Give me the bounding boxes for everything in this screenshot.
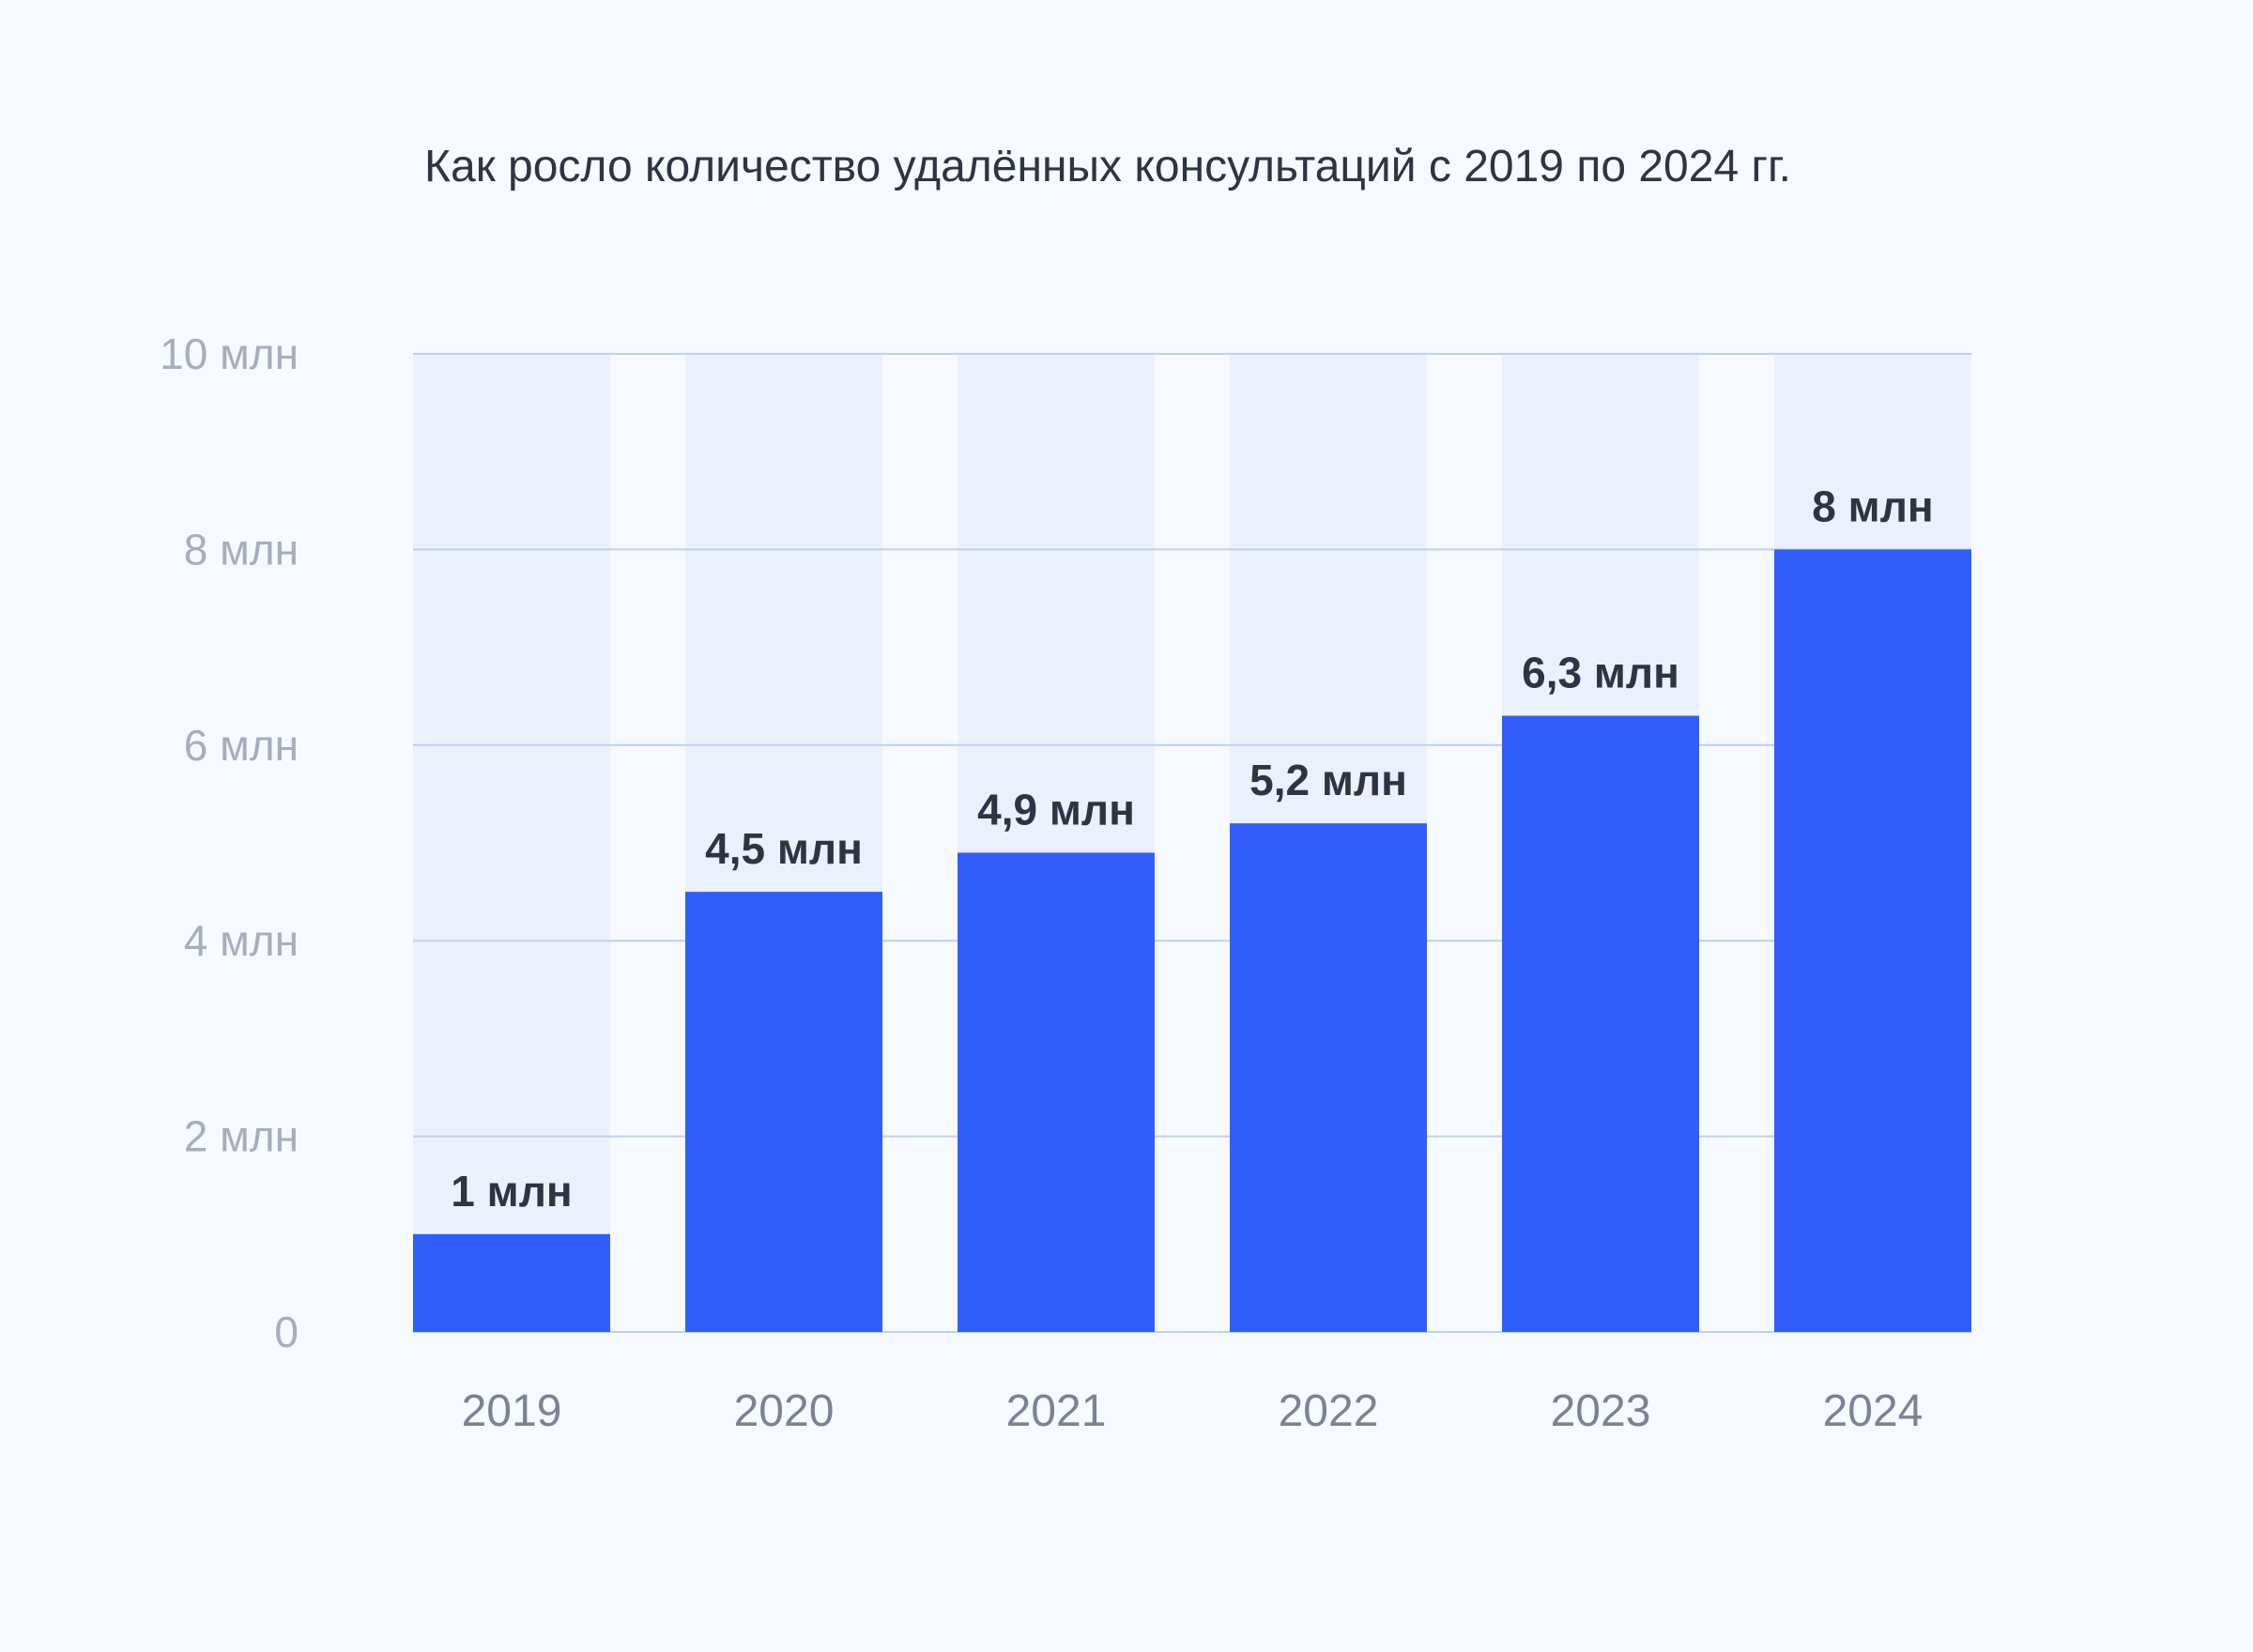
x-tick-label: 2022: [1279, 1386, 1379, 1436]
chart-title: Как росло количество удалённых консульта…: [424, 142, 1791, 191]
y-tick-label: 10 млн: [160, 329, 299, 378]
bar-2019: [413, 1233, 610, 1332]
bar-2023: [1502, 715, 1699, 1332]
y-tick-label: 4 млн: [184, 916, 299, 965]
y-tick-label: 2 млн: [184, 1112, 299, 1161]
x-tick-label: 2020: [734, 1386, 835, 1436]
bar-2021: [958, 852, 1155, 1332]
y-tick-label: 8 млн: [184, 525, 299, 574]
y-tick-label: 6 млн: [184, 721, 299, 770]
x-tick-label: 2019: [462, 1386, 562, 1436]
data-label: 4,9 млн: [977, 785, 1135, 834]
y-tick-label: 0: [274, 1308, 299, 1356]
data-label: 4,5 млн: [705, 824, 863, 873]
data-label: 8 млн: [1812, 482, 1933, 530]
bar-2022: [1230, 823, 1427, 1332]
data-label: 1 млн: [451, 1167, 572, 1216]
bar-background-2019: [413, 354, 610, 1332]
bar-2024: [1774, 549, 1971, 1332]
x-tick-label: 2024: [1823, 1386, 1923, 1436]
x-tick-label: 2023: [1551, 1386, 1651, 1436]
x-tick-label: 2021: [1006, 1386, 1107, 1436]
data-label: 5,2 млн: [1249, 756, 1407, 804]
bar-2020: [685, 892, 882, 1332]
data-label: 6,3 млн: [1522, 649, 1679, 697]
